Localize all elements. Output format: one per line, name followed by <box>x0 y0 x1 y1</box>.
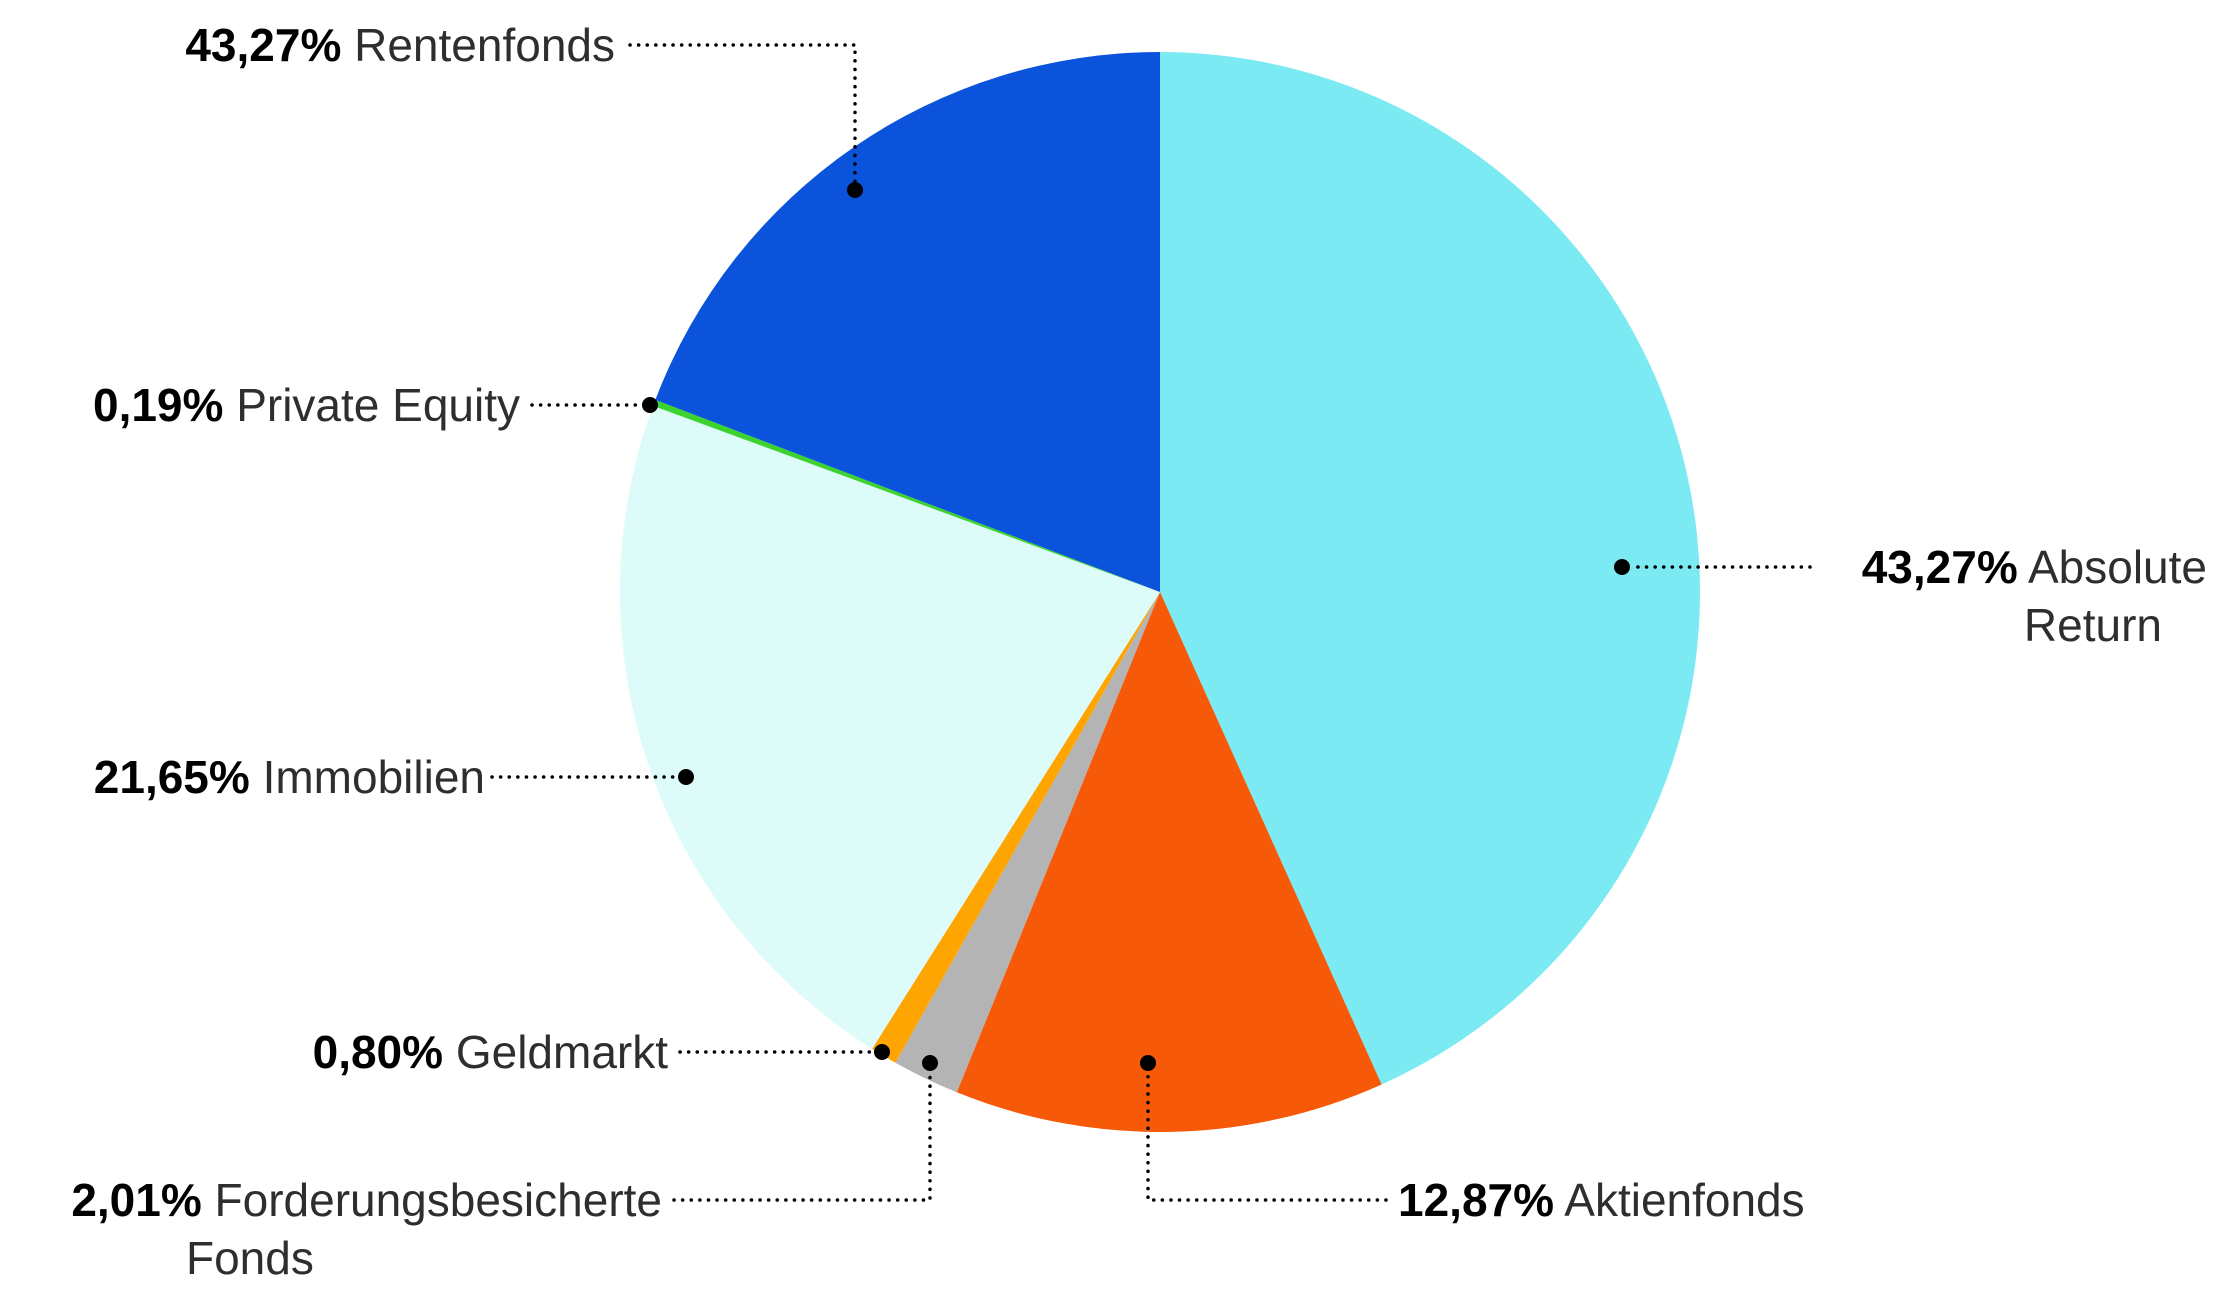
label-line-1: 2,01% Forderungsbesicherte <box>30 1171 662 1229</box>
label-line-2: Return <box>1822 596 2207 654</box>
anchor-dot-forderungsbesicherte-fonds <box>922 1055 938 1071</box>
anchor-dot-immobilien <box>678 769 694 785</box>
name-rentenfonds: Rentenfonds <box>354 19 615 71</box>
pct-rentenfonds: 43,27% <box>185 19 342 71</box>
pie-slice-forderungsbesicherte-fonds <box>895 592 1160 1093</box>
pct-absolute-return: 43,27% <box>1861 541 2018 593</box>
pct-geldmarkt: 0,80% <box>312 1026 444 1078</box>
name-aktienfonds: Aktienfonds <box>1564 1174 1805 1226</box>
anchor-dots <box>642 182 1630 1071</box>
name-absolute: Absolute <box>2027 541 2207 593</box>
label-immobilien: 21,65% Immobilien <box>40 748 485 806</box>
label-forderungsbesicherte-fonds: 2,01% Forderungsbesicherte Fonds <box>30 1171 662 1287</box>
leader-lines <box>490 43 1812 1202</box>
pct-aktienfonds: 12,87% <box>1398 1174 1555 1226</box>
pct-private-equity: 0,19% <box>92 379 224 431</box>
anchor-dot-aktienfonds <box>1140 1055 1156 1071</box>
name-forderungsbesicherte: Forderungsbesicherte <box>214 1174 662 1226</box>
label-line-2: Fonds <box>30 1229 662 1287</box>
label-aktienfonds: 12,87% Aktienfonds <box>1398 1171 1805 1229</box>
name-private-equity: Private Equity <box>236 379 520 431</box>
name-geldmarkt: Geldmarkt <box>455 1026 668 1078</box>
pct-immobilien: 21,65% <box>93 751 250 803</box>
label-absolute-return: 43,27% Absolute Return <box>1822 538 2207 654</box>
anchor-dot-absolute-return <box>1614 559 1630 575</box>
label-geldmarkt: 0,80% Geldmarkt <box>180 1023 668 1081</box>
pie-slice-aktienfonds <box>956 592 1382 1133</box>
name-return: Return <box>2023 599 2162 651</box>
pie-slice-immobilien <box>619 405 1160 1049</box>
anchor-dot-rentenfonds <box>847 182 863 198</box>
pie-slice-geldmarkt <box>872 592 1160 1063</box>
leader-forderungsbesicherte-fonds <box>672 1070 932 1202</box>
anchor-dot-geldmarkt <box>874 1044 890 1060</box>
pie-slices <box>619 51 1701 1133</box>
label-private-equity: 0,19% Private Equity <box>40 376 520 434</box>
pie-slice-absolute-return <box>1160 51 1701 1085</box>
pie-slice-private-equity <box>653 399 1160 592</box>
name-fonds: Fonds <box>186 1232 314 1284</box>
label-line-1: 43,27% Absolute <box>1822 538 2207 596</box>
anchor-dot-private-equity <box>642 397 658 413</box>
pct-forderungsbesicherte-fonds: 2,01% <box>71 1174 202 1226</box>
leader-rentenfonds <box>628 43 857 184</box>
pie-slice-rentenfonds <box>655 52 1160 592</box>
name-immobilien: Immobilien <box>262 751 485 803</box>
label-rentenfonds: 43,27% Rentenfonds <box>60 16 615 74</box>
